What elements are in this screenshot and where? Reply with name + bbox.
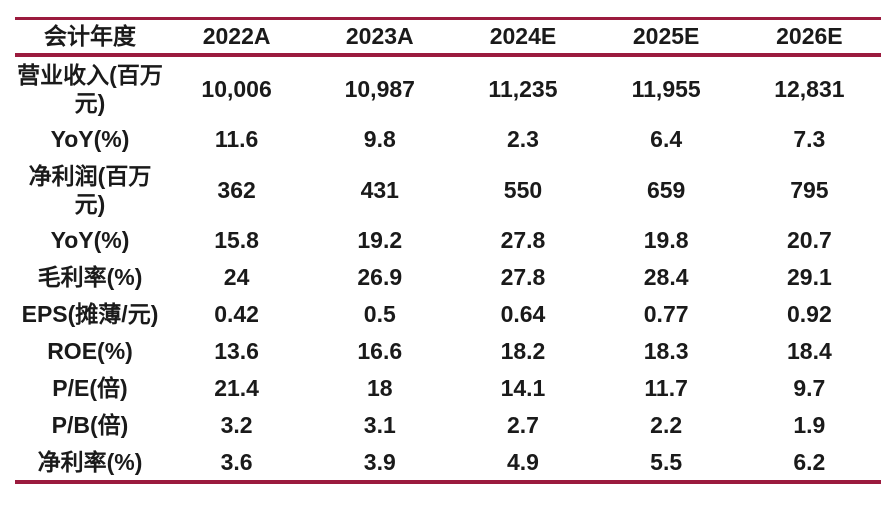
value-cell: 0.92 <box>786 301 832 327</box>
value-cell: 11,235 <box>488 75 558 102</box>
table-row: YoY(%) 15.8 19.2 27.8 19.8 20.7 <box>15 222 881 259</box>
table-row: YoY(%) 11.6 9.8 2.3 6.4 7.3 <box>15 121 881 158</box>
header-cell-year: 2022A <box>165 18 309 57</box>
value-cell: 6.2 <box>793 448 826 475</box>
value-cell: 18.4 <box>786 338 832 364</box>
value-cell: 10,987 <box>344 75 415 102</box>
header-cell-year: 2024E <box>451 18 595 57</box>
value-cell: 20.7 <box>786 227 832 253</box>
value-cell: 795 <box>790 176 829 203</box>
table-row: EPS(摊薄/元) 0.42 0.5 0.64 0.77 0.92 <box>15 296 881 333</box>
row-label: P/E(倍) <box>52 375 128 401</box>
value-cell: 3.1 <box>363 412 396 438</box>
row-label: YoY(%) <box>50 126 130 152</box>
value-cell: 0.77 <box>643 301 689 327</box>
table-body: 营业收入(百万元) 10,006 10,987 11,235 11,955 12,831 Y… <box>15 55 881 482</box>
value-cell: 6.4 <box>650 126 683 152</box>
table-row: ROE(%) 13.6 16.6 18.2 18.3 18.4 <box>15 333 881 370</box>
value-cell: 19.2 <box>357 227 403 253</box>
header-cell-year: 2023A <box>308 18 452 57</box>
value-cell: 15.8 <box>214 227 259 253</box>
value-cell: 7.3 <box>793 126 826 152</box>
value-cell: 14.1 <box>500 375 546 401</box>
value-cell: 362 <box>217 176 256 203</box>
financial-forecast-table: 会计年度 2022A 2023A 2024E 2025E 2026E 营业收入(百万元) 1… <box>15 17 881 484</box>
value-cell: 11.6 <box>214 126 259 152</box>
value-cell: 431 <box>360 176 399 203</box>
value-cell: 27.8 <box>500 227 546 253</box>
table-row: P/B(倍) 3.2 3.1 2.7 2.2 1.9 <box>15 407 881 444</box>
value-cell: 9.8 <box>363 126 396 152</box>
row-label: YoY(%) <box>50 227 130 253</box>
row-label: ROE(%) <box>47 338 133 364</box>
value-cell: 659 <box>646 176 686 203</box>
value-cell: 28.4 <box>643 264 689 290</box>
value-cell: 2.3 <box>506 126 539 152</box>
value-cell: 3.2 <box>220 412 253 438</box>
value-cell: 16.6 <box>357 338 403 364</box>
value-cell: 0.42 <box>214 301 259 327</box>
value-cell: 2.2 <box>650 412 683 438</box>
value-cell: 26.9 <box>357 264 403 290</box>
value-cell: 18.3 <box>643 338 689 364</box>
row-label: 净利率(%) <box>37 448 143 475</box>
row-label: 毛利率(%) <box>37 264 143 290</box>
table-head: 会计年度 2022A 2023A 2024E 2025E 2026E <box>15 18 881 57</box>
value-cell: 1.9 <box>793 412 826 438</box>
table-row: 净利润(百万元) 362 431 550 659 795 <box>15 158 881 222</box>
value-cell: 0.64 <box>500 301 546 327</box>
row-label: P/B(倍) <box>51 412 129 438</box>
value-cell: 27.8 <box>500 264 546 290</box>
fiscal-year-table: 会计年度 2022A 2023A 2024E 2025E 2026E 营业收入(百万元) 1… <box>15 17 881 484</box>
header-cell-year: 2025E <box>594 18 738 57</box>
value-cell: 11.7 <box>644 375 688 401</box>
table-row: 净利率(%) 3.6 3.9 4.9 5.5 6.2 <box>15 444 881 482</box>
value-cell: 18.2 <box>500 338 546 364</box>
row-label: 营业收入(百万元) <box>17 61 163 116</box>
value-cell: 24 <box>223 264 250 290</box>
table-row: P/E(倍) 21.4 18 14.1 11.7 9.7 <box>15 370 881 407</box>
value-cell: 4.9 <box>506 448 539 475</box>
table-row: 营业收入(百万元) 10,006 10,987 11,235 11,955 12,831 <box>15 55 881 121</box>
value-cell: 3.6 <box>220 448 253 475</box>
header-row: 会计年度 2022A 2023A 2024E 2025E 2026E <box>15 18 881 57</box>
row-label: EPS(摊薄/元) <box>21 301 159 327</box>
table-row: 毛利率(%) 24 26.9 27.8 28.4 29.1 <box>15 259 881 296</box>
row-label: 净利润(百万元) <box>28 162 152 217</box>
value-cell: 12,831 <box>774 75 845 102</box>
value-cell: 0.5 <box>363 301 396 327</box>
value-cell: 11,955 <box>631 75 701 102</box>
header-cell-metric: 会计年度 <box>15 18 165 57</box>
value-cell: 13.6 <box>214 338 259 364</box>
value-cell: 29.1 <box>786 264 832 290</box>
value-cell: 10,006 <box>201 75 272 102</box>
value-cell: 9.7 <box>793 375 826 401</box>
value-cell: 2.7 <box>506 412 539 438</box>
header-cell-year: 2026E <box>737 18 881 57</box>
value-cell: 19.8 <box>643 227 689 253</box>
value-cell: 3.9 <box>363 448 396 475</box>
value-cell: 21.4 <box>214 375 259 401</box>
value-cell: 550 <box>503 176 543 203</box>
value-cell: 18 <box>366 375 393 401</box>
value-cell: 5.5 <box>650 448 683 475</box>
